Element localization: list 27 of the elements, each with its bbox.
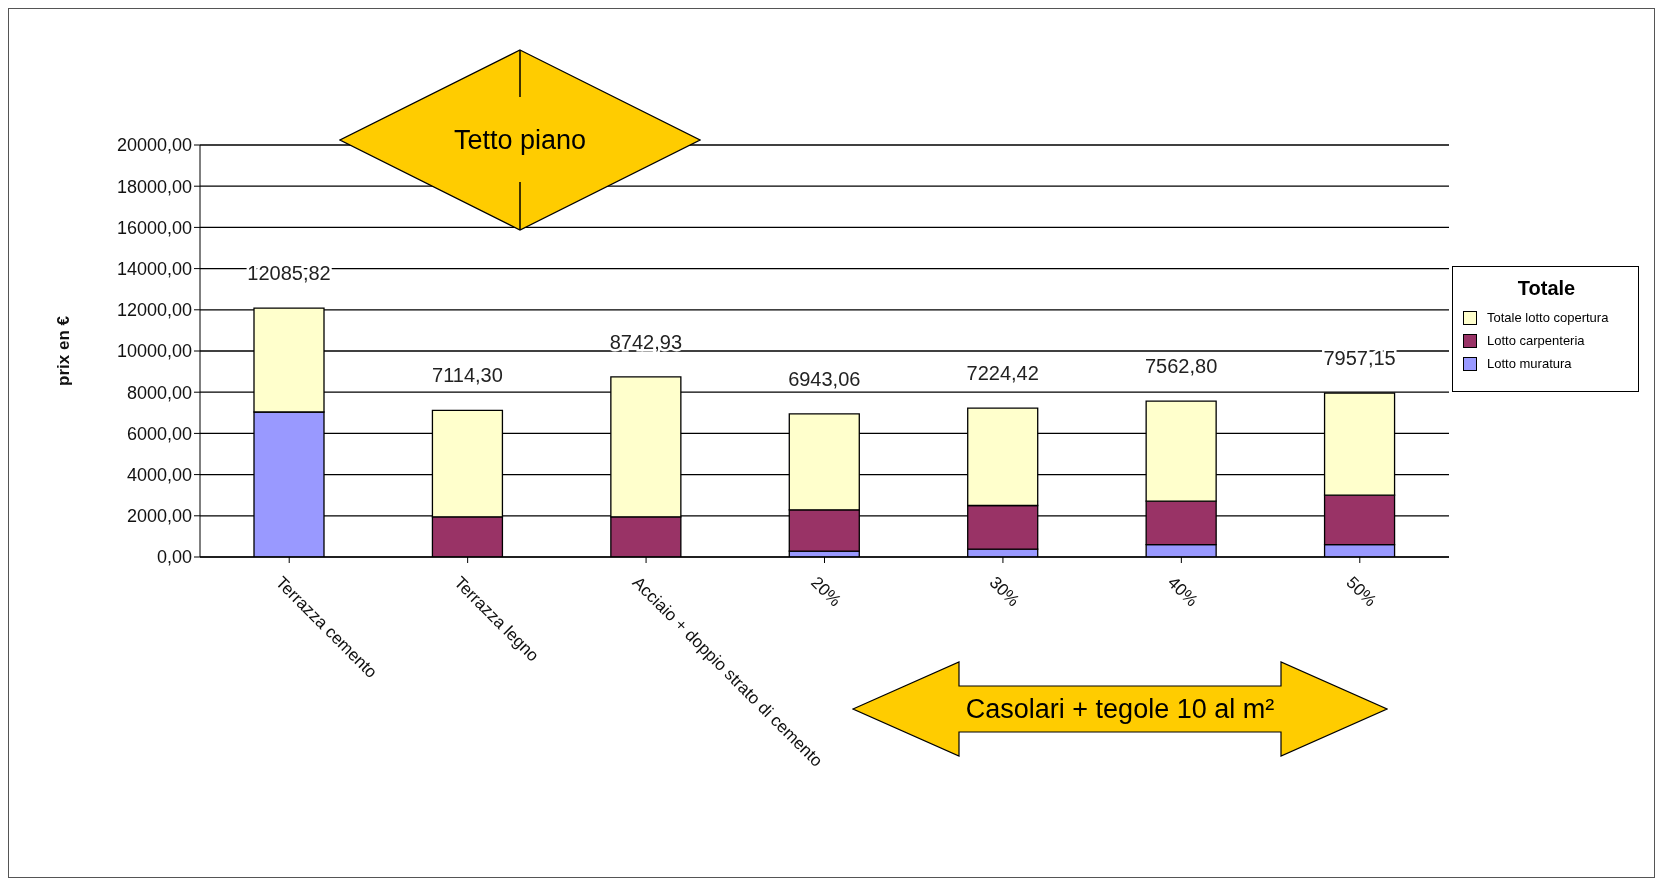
legend-title: Totale [1516,277,1577,300]
annotation: Tetto piano [453,125,587,155]
total-label: 7224,42 [966,362,1039,385]
legend-label: Totale lotto copertura [1487,310,1609,325]
diamond-shape: Tetto piano [339,49,701,231]
y-tick-label: 4000,00 [126,464,192,485]
total-label: 6943,06 [788,367,861,390]
legend-label: Lotto carpenteria [1487,333,1585,348]
y-tick-label: 12000,00 [116,300,192,321]
total-label: 7957,15 [1323,347,1396,370]
y-tick-label: 18000,00 [116,176,192,197]
y-tick-label: 10000,00 [116,341,192,362]
y-tick-label: 0,00 [156,547,192,568]
total-label: 8742,93 [609,330,683,353]
y-axis-title: prix en € [54,315,74,386]
y-tick-label: 20000,00 [116,135,192,156]
total-label: 12085,82 [247,262,331,285]
legend-label: Lotto muratura [1487,356,1572,371]
total-label: 7114,30 [432,364,503,387]
y-tick-label: 8000,00 [126,382,192,403]
double-arrow: Casolari + tegole 10 al m² [852,661,1388,757]
total-label: 7562,80 [1144,355,1218,378]
y-tick-label: 14000,00 [116,258,192,279]
y-tick-label: 6000,00 [126,423,192,444]
x-tick-label: 40% [1164,572,1202,611]
y-tick-label: 16000,00 [116,217,192,238]
y-tick-label: 2000,00 [126,506,192,527]
